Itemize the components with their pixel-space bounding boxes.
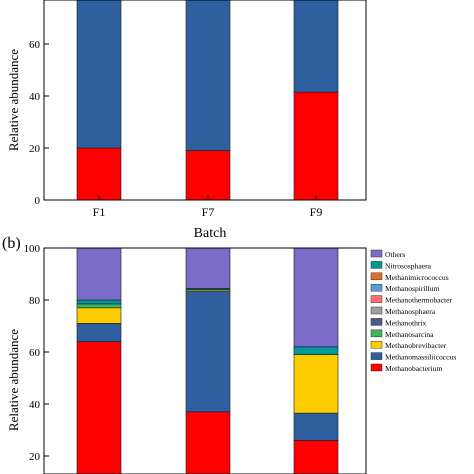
- x-tick-label: F1: [93, 205, 106, 219]
- bar-segment-nitrososphaera-f9: [293, 346, 339, 355]
- y-tick-label: 80: [29, 295, 41, 307]
- legend-label: Methanosarcina: [385, 330, 434, 339]
- legend-swatch: [370, 272, 383, 281]
- y-tick-label: 20: [29, 143, 41, 155]
- legend-label: Nitrososphaera: [385, 261, 432, 270]
- bar-segment-series-1-f7: [185, 0, 231, 151]
- plot-frame: [43, 0, 367, 201]
- legend-label: Methanomassiliicoccus: [385, 353, 456, 362]
- legend-swatch: [370, 352, 383, 360]
- legend-label: Methanobrevibacter: [385, 341, 447, 350]
- legend-label: Methanobacterium: [385, 364, 442, 373]
- legend-label: Methanospirillum: [385, 284, 440, 293]
- bar-segment-others-f9: [293, 247, 339, 348]
- legend: Others Nitrososphaera Methanimicrococcus Me…: [370, 249, 456, 373]
- y-tick-label: 20: [29, 451, 41, 463]
- bar-segment-series-1-f9: [293, 0, 339, 93]
- bar-segment-methanosarcina-f1: [76, 303, 122, 309]
- bar-segment-methanobacterium-f9: [293, 440, 339, 474]
- legend-label: Others: [385, 250, 405, 259]
- panel-label-b: (b): [2, 235, 21, 252]
- legend-label: Methanimicrococcus: [385, 273, 449, 282]
- legend-swatch: [370, 295, 383, 303]
- bar-segment-series-0-f9: [293, 91, 339, 201]
- bar-segment-others-f7: [185, 247, 231, 289]
- y-tick-label: 60: [29, 39, 41, 51]
- bar-segment-series-0-f1: [76, 147, 122, 201]
- x-tick-label: F7: [202, 205, 215, 219]
- legend-swatch: [370, 261, 383, 269]
- bar-segment-methanomassiliicoccus-f1: [76, 323, 122, 342]
- bar-segment-methanobacterium-f7: [185, 411, 231, 474]
- x-axis-title-a: Batch: [194, 226, 227, 241]
- bar-segment-methanomassiliicoccus-f7: [185, 290, 231, 413]
- y-axis-title-b: Relative abundance: [6, 329, 21, 431]
- legend-swatch: [370, 249, 383, 258]
- chart-panel-b: (b) 20 40 60 80 100 Relative abundance Other…: [2, 235, 456, 474]
- bar-segment-methanomassiliicoccus-f9: [293, 412, 339, 441]
- y-tick-label: 100: [24, 243, 41, 255]
- bar-segment-methanobacterium-f1: [76, 341, 122, 474]
- y-axis-title-a: Relative abundance: [6, 49, 21, 151]
- y-tick-label: 60: [29, 347, 41, 359]
- legend-swatch: [370, 329, 383, 338]
- legend-swatch: [370, 363, 383, 372]
- legend-swatch: [370, 306, 383, 315]
- bar-segment-series-1-f1: [76, 0, 122, 149]
- y-tick-label: 40: [29, 91, 41, 103]
- y-tick-label: 0: [35, 195, 41, 207]
- legend-label: Methanosphaera: [385, 307, 436, 316]
- plot-frame: [43, 247, 367, 474]
- bar-segment-methanobrevibacter-f1: [76, 307, 122, 324]
- legend-swatch: [370, 340, 383, 349]
- legend-label: Methanothrix: [385, 318, 427, 327]
- bar-segment-series-0-f7: [185, 150, 231, 201]
- legend-swatch: [370, 283, 383, 292]
- x-tick-label: F9: [310, 205, 323, 219]
- bar-segment-methanobrevibacter-f9: [293, 354, 339, 414]
- bar-segment-others-f1: [76, 247, 122, 301]
- legend-swatch: [370, 318, 383, 326]
- legend-label: Methanothermobacter: [385, 296, 453, 305]
- chart-panel-a: 0 20 40 60 F1 F7 F9 Relative abundance Batch: [6, 0, 367, 241]
- y-tick-label: 40: [29, 399, 41, 411]
- bar-segment-nitrososphaera-f1: [76, 299, 122, 305]
